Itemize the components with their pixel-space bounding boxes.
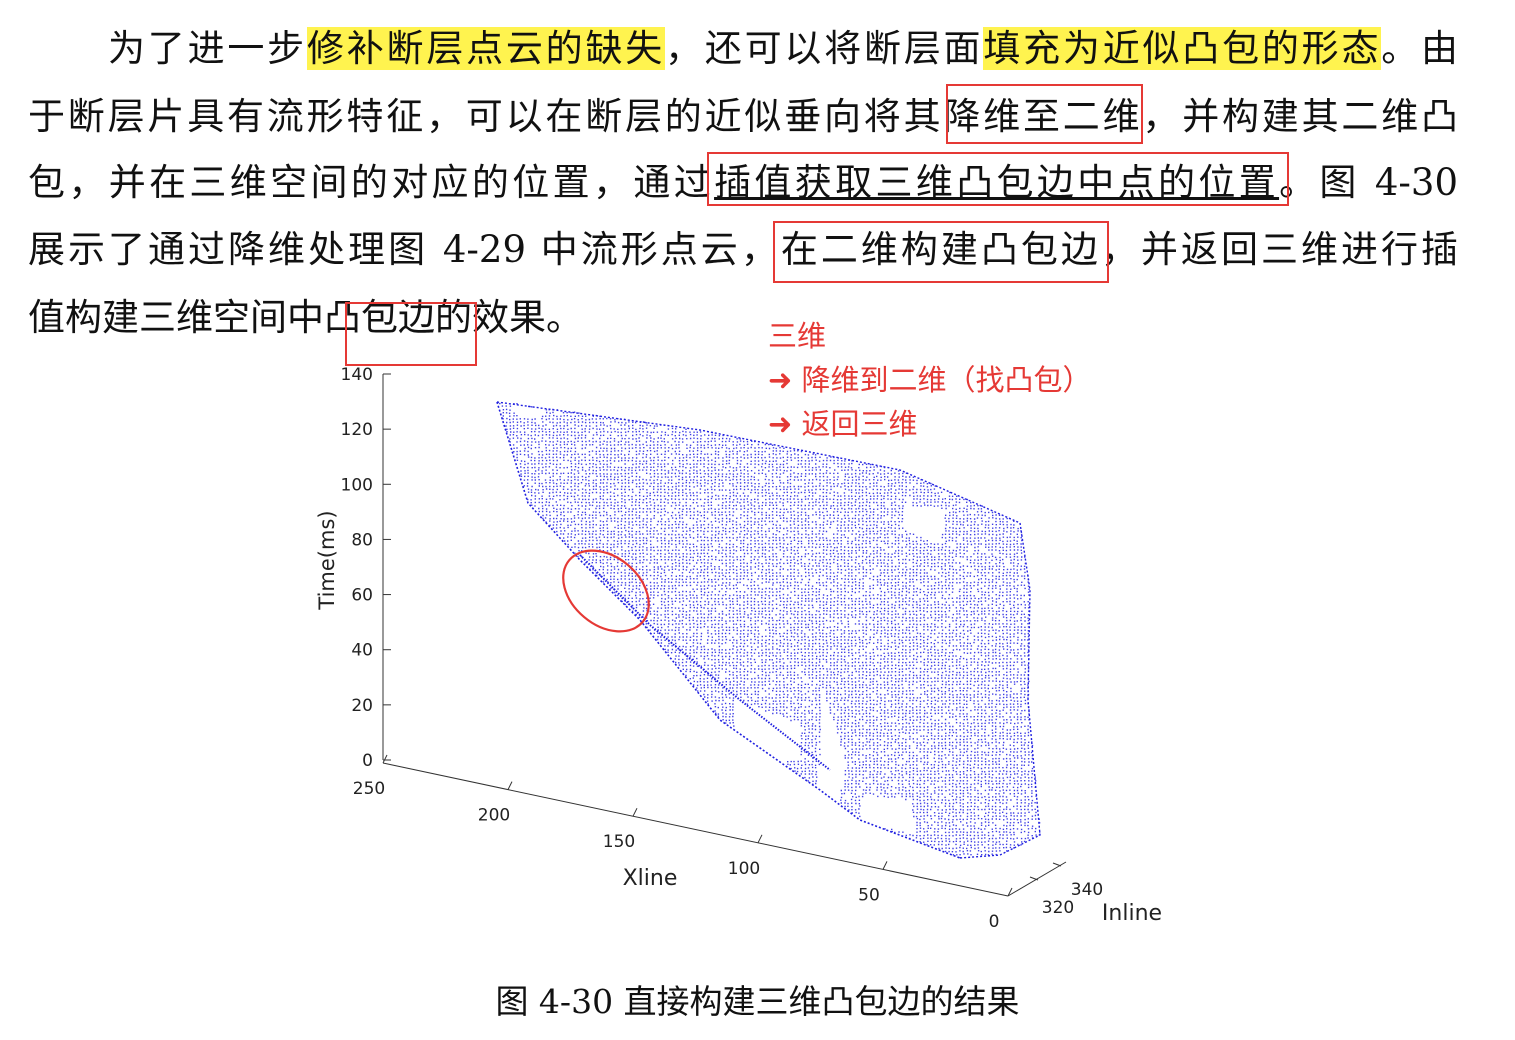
red-box-3: [773, 221, 1109, 283]
x-tick-mark: [507, 781, 513, 790]
boxed-text-1: 降维至二维: [943, 95, 1143, 138]
y-axis-line: [1007, 861, 1067, 897]
text-span: ，还可以将断层面: [665, 27, 984, 70]
x-tick-label: 50: [858, 885, 880, 905]
text-span: 于断层片具有流形特征，可以在断层的近似垂向将其: [28, 95, 944, 138]
x-tick-label: 250: [353, 779, 385, 799]
z-tick-label: 140: [341, 365, 373, 385]
z-tick-label: 20: [351, 696, 373, 716]
z-tick-label: 40: [351, 641, 373, 661]
annotation-note: 三维 ➜ 降维到二维（找凸包） ➜ 返回三维: [768, 314, 1092, 446]
annotation-line-2: ➜ 降维到二维（找凸包）: [768, 363, 1092, 397]
text-span: ，并构建其二维凸: [1142, 95, 1459, 138]
boxed-text-3: 在二维构建凸包边，: [780, 228, 1141, 271]
z-tick-label: 100: [341, 475, 373, 495]
x-tick-label: 200: [478, 806, 510, 826]
red-box-1: [946, 84, 1143, 144]
x-tick-mark: [757, 834, 763, 844]
x-tick-mark: [382, 754, 388, 764]
paragraph-line-2: 于断层片具有流形特征，可以在断层的近似垂向将其降维至二维，并构建其二维凸: [28, 84, 1458, 150]
red-box-2: [707, 152, 1289, 206]
hull-edge-band: [579, 554, 831, 771]
z-axis-label: Time(ms): [315, 510, 339, 610]
point-cloud-dots: [499, 402, 1041, 859]
boxed-text-2: 插值获取三维凸包边中点的位置: [714, 161, 1280, 204]
paragraph-line-1: 为了进一步修补断层点云的缺失，还可以将断层面填充为近似凸包的形态。由: [28, 16, 1458, 82]
z-tick-label: 80: [351, 530, 373, 550]
text-span: 。由: [1381, 27, 1459, 70]
highlight-1: 修补断层点云的缺失: [306, 27, 666, 70]
highlight-2: 填充为近似凸包的形态: [983, 27, 1382, 70]
x-axis-label: Xline: [623, 866, 678, 891]
text-span: 值构建三维空间中: [28, 296, 324, 339]
hull-edge-right: [959, 522, 1041, 859]
text-span: 展示了通过降维处理图 4-29 中流形点云，: [28, 228, 781, 271]
x-tick-mark: [632, 807, 638, 817]
y-tick-mark: [1029, 876, 1039, 881]
axis-labels: 0 20 40 60 80 100 120 140 Time(ms) 250 200 150 100 50…: [315, 365, 1162, 932]
y-axis-label: Inline: [1102, 901, 1162, 926]
point-cloud: [496, 401, 1041, 859]
x-tick-label: 100: [728, 859, 760, 879]
x-axis-line: [382, 762, 1009, 897]
annotation-line-1: 三维: [768, 319, 827, 353]
red-box-4: [345, 302, 477, 366]
x-tick-label: 150: [603, 832, 635, 852]
highlight-ellipse: [562, 549, 650, 633]
annotation-line-3: ➜ 返回三维: [768, 407, 918, 441]
text-span: 并返回三维进行插: [1140, 228, 1458, 271]
x-tick-mark: [882, 861, 888, 870]
y-tick-mark: [1052, 862, 1062, 867]
y-tick-label: 340: [1071, 880, 1103, 900]
z-tick-label: 0: [362, 751, 373, 771]
z-tick-label: 120: [341, 420, 373, 440]
paragraph-line-3: 包，并在三维空间的对应的位置，通过插值获取三维凸包边中点的位置。图 4-30: [28, 150, 1458, 216]
paragraph-line-4: 展示了通过降维处理图 4-29 中流形点云，在二维构建凸包边，并返回三维进行插: [28, 217, 1458, 283]
text-span: 包，并在三维空间的对应的位置，通过: [28, 161, 715, 204]
y-tick-label: 320: [1042, 898, 1074, 918]
x-tick-label: 0: [989, 912, 1000, 932]
x-tick-mark: [1007, 887, 1013, 897]
z-tick-label: 60: [351, 586, 373, 606]
text-span: 。图 4-30: [1279, 161, 1459, 204]
figure-caption: 图 4-30 直接构建三维凸包边的结果: [495, 982, 1020, 1021]
text-span: 为了进一步: [108, 27, 307, 70]
axes-group: [382, 373, 1067, 897]
